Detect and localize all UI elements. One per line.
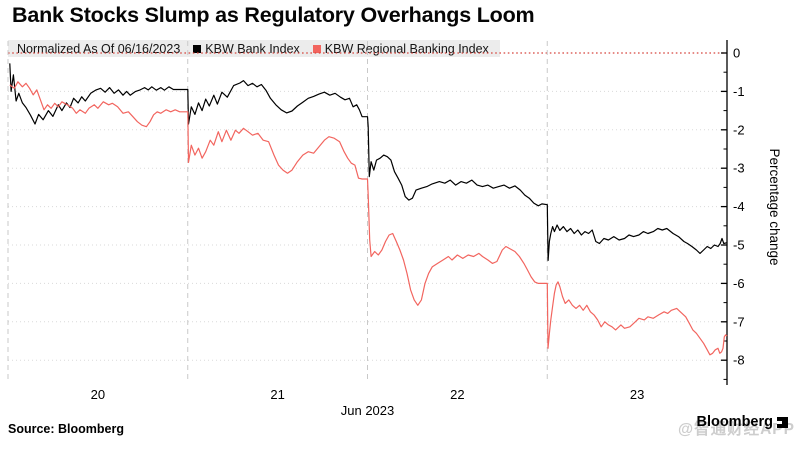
legend-item-label: KBW Bank Index <box>205 41 300 56</box>
legend-item: KBW Regional Banking Index <box>312 41 489 56</box>
x-tick-label: 20 <box>91 387 105 402</box>
legend-item-label: KBW Regional Banking Index <box>324 41 489 56</box>
y-tick-label: -4 <box>733 199 745 214</box>
y-tick-label: -7 <box>733 314 745 329</box>
bloomberg-logo-icon <box>777 416 788 428</box>
y-tick-label: -8 <box>733 353 745 368</box>
series-line-kbw-bank-index <box>9 63 728 261</box>
x-tick-label: 23 <box>630 387 644 402</box>
y-tick-label: -6 <box>733 276 745 291</box>
x-axis-title: Jun 2023 <box>341 403 395 418</box>
y-tick-label: -2 <box>733 122 745 137</box>
legend-note: Normalized As Of 06/16/2023 <box>17 41 181 56</box>
source-label: Source: Bloomberg <box>8 422 124 436</box>
legend-item: KBW Bank Index <box>193 42 300 56</box>
x-tick-label: 22 <box>450 387 464 402</box>
y-tick-label: 0 <box>733 46 740 61</box>
x-tick-label: 21 <box>270 387 284 402</box>
y-axis-title: Percentage change <box>767 148 782 265</box>
series-line-kbw-regional-banking-index <box>9 81 728 356</box>
bloomberg-credit: Bloomberg <box>696 414 788 430</box>
bloomberg-wordmark: Bloomberg <box>696 414 773 430</box>
y-tick-label: -5 <box>733 238 745 253</box>
y-tick-label: -1 <box>733 84 745 99</box>
site-watermark: @智通财经APP <box>678 421 795 438</box>
series-swatch-regional-banking-index <box>312 44 321 53</box>
series-swatch-bank-index <box>193 44 202 53</box>
y-tick-label: -3 <box>733 161 745 176</box>
page-title: Bank Stocks Slump as Regulatory Overhang… <box>12 3 535 27</box>
